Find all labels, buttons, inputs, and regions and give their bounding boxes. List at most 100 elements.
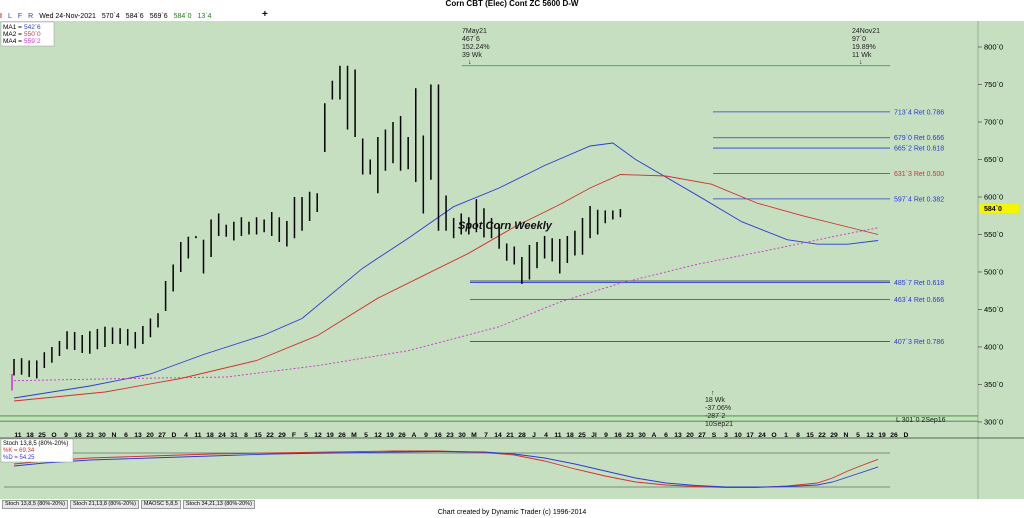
- x-tick-label: 24: [758, 432, 766, 439]
- y-tick-label: 700`0: [984, 117, 1003, 126]
- x-tick-label: 10: [734, 432, 742, 439]
- high-weeks: 39 Wk: [462, 52, 482, 59]
- ma-legend-box: [0, 21, 55, 47]
- x-tick-label: 9: [64, 432, 68, 439]
- chart-title: Corn CBT (Elec) Cont ZC 5600 D-W: [445, 0, 579, 8]
- x-tick-label: 25: [578, 432, 586, 439]
- x-tick-label: 13: [134, 432, 142, 439]
- x-tick-label: 18: [206, 432, 214, 439]
- info-bar: I L F R Wed 24-Nov-2021 570`4 584`6 569`…: [0, 11, 270, 21]
- bar-open: 570`4: [101, 12, 120, 20]
- x-tick-label: 26: [338, 432, 346, 439]
- x-tick-label: 4: [184, 432, 188, 439]
- x-tick-label: 24: [218, 432, 226, 439]
- x-tick-label: 5: [304, 432, 308, 439]
- toolbar-letter-f[interactable]: F: [17, 12, 23, 20]
- ma1-legend-label: MA1 =: [3, 24, 22, 31]
- x-tick-label: 21: [506, 432, 514, 439]
- x-tick-label: N: [844, 432, 849, 439]
- y-tick-label: 450`0: [984, 305, 1003, 314]
- x-tick-label: 4: [544, 432, 548, 439]
- x-tick-label: 1: [784, 432, 788, 439]
- retracement-label-5: 485`7 Ret 0.618: [894, 280, 944, 287]
- stoch-line-d: [13, 451, 879, 488]
- x-tick-label: 29: [278, 432, 286, 439]
- bar-low: 569`6: [149, 12, 168, 20]
- x-tick-label: D: [172, 432, 177, 439]
- stoch-legend-title: Stoch 13,8,5 (80%-20%): [3, 441, 68, 447]
- x-tick-label: 6: [664, 432, 668, 439]
- stoch-legend-d: %D = 54.25: [3, 455, 35, 461]
- low-arrow-icon: ↑: [711, 390, 715, 397]
- stoch-panel-bg: [0, 438, 978, 499]
- y-tick-label: 650`0: [984, 155, 1003, 164]
- recent-arrow-icon: ↓: [859, 59, 863, 66]
- x-tick-label: 23: [626, 432, 634, 439]
- x-tick-label: 13: [674, 432, 682, 439]
- x-tick-label: 27: [158, 432, 166, 439]
- retracement-label-6: 463`4 Ret 0.666: [894, 297, 944, 304]
- x-tick-label: 30: [458, 432, 466, 439]
- retracement-label-4: 597`4 Ret 0.382: [894, 196, 944, 203]
- axis-panel-bg: [978, 21, 1024, 438]
- x-tick-label: A: [412, 432, 417, 439]
- x-tick-label: A: [652, 432, 657, 439]
- recent-points: 97`0: [852, 36, 866, 43]
- ma-line-ma2: [13, 174, 879, 402]
- low-line-label: L 301`0 2Sep16: [896, 417, 946, 424]
- price-panel-bg: [0, 21, 978, 438]
- y-tick-label: 300`0: [984, 417, 1003, 426]
- y-tick-label: 550`0: [984, 230, 1003, 239]
- toolbar-plus-button[interactable]: +: [262, 9, 268, 20]
- x-tick-label: 19: [386, 432, 394, 439]
- indicator-tab-stoch-13[interactable]: Stoch 13,8,5 (80%-20%): [2, 500, 68, 509]
- low-percent: -37.06%: [705, 405, 731, 412]
- retracement-label-3: 631`3 Ret 0.500: [894, 171, 944, 178]
- y-tick-label: 350`0: [984, 380, 1003, 389]
- indicator-tab-maosc[interactable]: MAOSC 5,8,5: [140, 500, 181, 509]
- high-date: 7May21: [462, 28, 487, 35]
- retracement-label-2: 665`2 Ret 0.618: [894, 146, 944, 153]
- bar-close: 584`0: [173, 12, 192, 20]
- x-tick-label: 12: [314, 432, 322, 439]
- low-date: 10Sep21: [705, 421, 733, 428]
- x-tick-label: 9: [604, 432, 608, 439]
- toolbar-letter-i[interactable]: I: [0, 12, 2, 20]
- x-tick-label: Jl: [591, 432, 597, 439]
- footer-credit: Chart created by Dynamic Trader (c) 1996…: [437, 509, 587, 516]
- recent-annotation: 24Nov21 97`0 19.89% 11 Wk ↓: [852, 28, 880, 66]
- x-tick-label: 12: [374, 432, 382, 439]
- x-tick-label: 18: [566, 432, 574, 439]
- bar-change: 13`4: [197, 12, 212, 20]
- x-tick-label: 12: [866, 432, 874, 439]
- x-tick-label: 16: [614, 432, 622, 439]
- low-points: -287`2: [705, 413, 725, 420]
- x-tick-label: 17: [746, 432, 754, 439]
- x-tick-label: 26: [890, 432, 898, 439]
- stoch-axis-bg: [978, 438, 1024, 499]
- x-tick-label: 20: [686, 432, 694, 439]
- x-tick-label: 19: [326, 432, 334, 439]
- y-tick-label: 800`0: [984, 43, 1003, 52]
- toolbar-letter-l[interactable]: L: [7, 12, 12, 20]
- bar-date: Wed 24-Nov-2021: [39, 12, 96, 20]
- x-tick-label: 25: [38, 432, 46, 439]
- indicator-tab-stoch-34[interactable]: Stoch 34,21,13 (80%-20%): [182, 500, 255, 509]
- x-tick-label: 28: [518, 432, 526, 439]
- x-tick-label: 6: [124, 432, 128, 439]
- high-annotation: 7May21 467`6 152.24% 39 Wk ↓: [462, 28, 490, 66]
- indicator-tabs: Stoch 13,8,5 (80%-20%) Stoch 21,13,8 (80…: [2, 500, 257, 509]
- indicator-tab-stoch-21[interactable]: Stoch 21,13,8 (80%-20%): [69, 500, 139, 509]
- x-tick-label: 30: [638, 432, 646, 439]
- title-bar: Corn CBT (Elec) Cont ZC 5600 D-W: [0, 0, 1024, 10]
- x-tick-label: 7: [484, 432, 488, 439]
- ma2-legend-value: 550`0: [24, 31, 41, 38]
- x-tick-label: 15: [254, 432, 262, 439]
- bar-high: 584`6: [125, 12, 144, 20]
- high-arrow-icon: ↓: [468, 59, 472, 66]
- ma-line-ma1: [13, 142, 879, 399]
- y-tick-label: 400`0: [984, 342, 1003, 351]
- toolbar-letter-r[interactable]: R: [28, 12, 34, 20]
- retracement-label-7: 407`3 Ret 0.786: [894, 339, 944, 346]
